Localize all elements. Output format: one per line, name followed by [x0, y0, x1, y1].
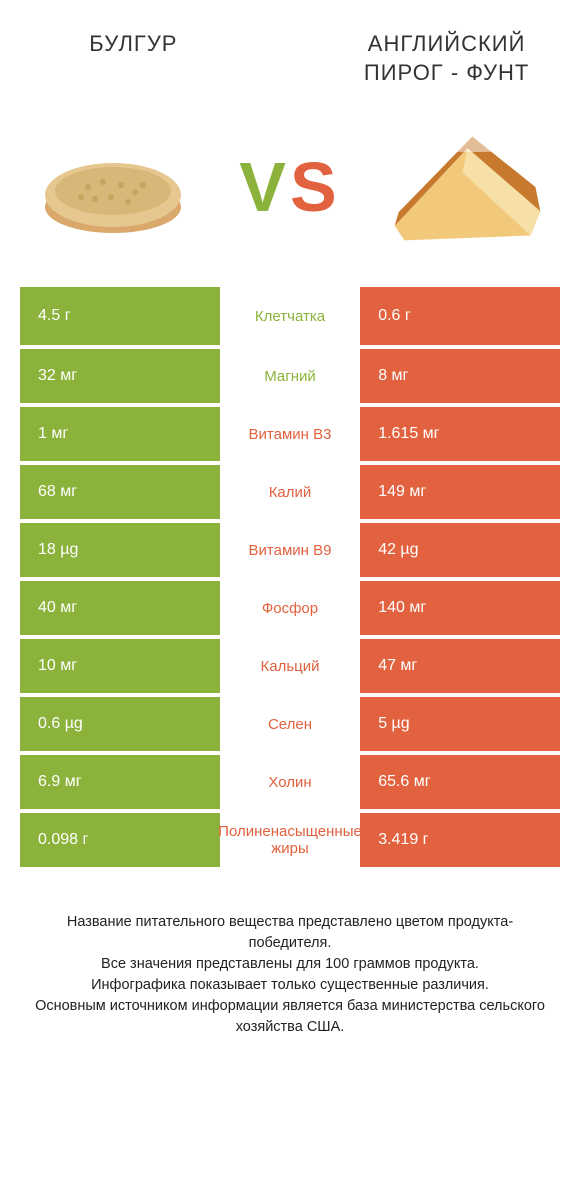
footer-line: Все значения представлены для 100 граммо… — [28, 954, 552, 975]
footer-line: Основным источником информации является … — [28, 996, 552, 1038]
cell-nutrient-label: Селен — [220, 697, 360, 751]
table-row: 68 мгКалий149 мг — [20, 461, 560, 519]
vs-s: S — [290, 147, 341, 227]
table-row: 0.098 гПолиненасыщенные жиры3.419 г — [20, 809, 560, 867]
cell-left-value: 32 мг — [20, 349, 220, 403]
cell-nutrient-label: Полиненасыщенные жиры — [220, 813, 360, 867]
cell-nutrient-label: Калий — [220, 465, 360, 519]
cell-right-value: 3.419 г — [360, 813, 560, 867]
cell-right-value: 42 µg — [360, 523, 560, 577]
titles-row: БУЛГУР АНГЛИЙСКИЙ ПИРОГ - ФУНТ — [20, 30, 560, 87]
cell-left-value: 4.5 г — [20, 287, 220, 345]
cell-right-value: 0.6 г — [360, 287, 560, 345]
footer-line: Инфографика показывает только существенн… — [28, 975, 552, 996]
product-image-left — [30, 117, 195, 257]
cell-left-value: 18 µg — [20, 523, 220, 577]
footer-notes: Название питательного вещества представл… — [20, 912, 560, 1038]
footer-line: Название питательного вещества представл… — [28, 912, 552, 954]
table-row: 0.6 µgСелен5 µg — [20, 693, 560, 751]
table-row: 40 мгФосфор140 мг — [20, 577, 560, 635]
product-image-right — [385, 117, 550, 257]
cell-nutrient-label: Витамин B3 — [220, 407, 360, 461]
cell-right-value: 140 мг — [360, 581, 560, 635]
table-row: 32 мгМагний8 мг — [20, 345, 560, 403]
cell-right-value: 8 мг — [360, 349, 560, 403]
cell-right-value: 5 µg — [360, 697, 560, 751]
cell-left-value: 10 мг — [20, 639, 220, 693]
title-right: АНГЛИЙСКИЙ ПИРОГ - ФУНТ — [333, 30, 560, 87]
table-row: 10 мгКальций47 мг — [20, 635, 560, 693]
table-row: 6.9 мгХолин65.6 мг — [20, 751, 560, 809]
table-row: 4.5 гКлетчатка0.6 г — [20, 287, 560, 345]
cell-nutrient-label: Клетчатка — [220, 287, 360, 345]
vs-label: VS — [239, 147, 340, 227]
cell-right-value: 65.6 мг — [360, 755, 560, 809]
hero-row: VS — [20, 117, 560, 257]
cell-left-value: 0.6 µg — [20, 697, 220, 751]
cell-nutrient-label: Витамин B9 — [220, 523, 360, 577]
cell-right-value: 47 мг — [360, 639, 560, 693]
cell-nutrient-label: Кальций — [220, 639, 360, 693]
comparison-table: 4.5 гКлетчатка0.6 г32 мгМагний8 мг1 мгВи… — [20, 287, 560, 867]
cell-nutrient-label: Магний — [220, 349, 360, 403]
cell-right-value: 1.615 мг — [360, 407, 560, 461]
cell-left-value: 1 мг — [20, 407, 220, 461]
cell-left-value: 40 мг — [20, 581, 220, 635]
cell-right-value: 149 мг — [360, 465, 560, 519]
table-row: 1 мгВитамин B31.615 мг — [20, 403, 560, 461]
cell-left-value: 6.9 мг — [20, 755, 220, 809]
cell-left-value: 0.098 г — [20, 813, 220, 867]
cell-nutrient-label: Фосфор — [220, 581, 360, 635]
table-row: 18 µgВитамин B942 µg — [20, 519, 560, 577]
cell-nutrient-label: Холин — [220, 755, 360, 809]
title-left: БУЛГУР — [20, 30, 247, 87]
infographic-container: БУЛГУР АНГЛИЙСКИЙ ПИРОГ - ФУНТ VS — [0, 0, 580, 1058]
cell-left-value: 68 мг — [20, 465, 220, 519]
vs-v: V — [239, 147, 290, 227]
